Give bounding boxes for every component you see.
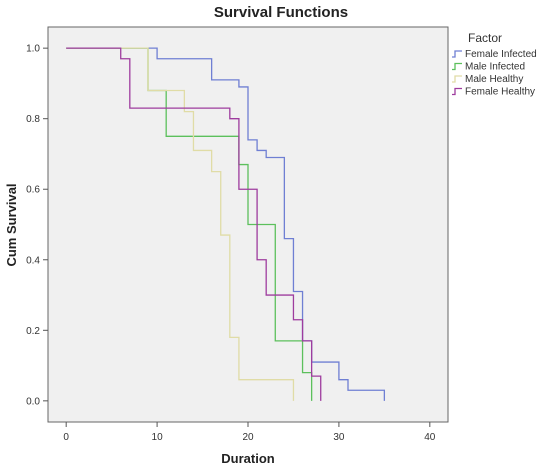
y-tick-label: 1.0 — [26, 44, 40, 55]
legend-item: Female Healthy — [452, 87, 535, 98]
y-tick-label: 0.4 — [26, 255, 40, 266]
legend-label: Male Infected — [465, 62, 525, 73]
legend-label: Female Infected — [465, 49, 537, 60]
legend-swatch — [452, 75, 462, 83]
x-tick-label: 0 — [63, 432, 69, 443]
legend-title: Factor — [468, 31, 502, 45]
x-tick-label: 10 — [152, 432, 164, 443]
legend-label: Male Healthy — [465, 74, 523, 85]
y-tick-label: 0.0 — [26, 396, 40, 407]
series-line-female-healthy — [66, 47, 322, 401]
series-line-female-infected — [66, 47, 386, 401]
legend-swatch — [452, 62, 462, 71]
chart-title: Survival Functions — [214, 4, 348, 21]
y-tick-label: 0.2 — [26, 326, 40, 337]
legend-swatch — [452, 87, 462, 96]
legend-item: Female Infected — [452, 49, 537, 60]
legend-swatch — [452, 50, 462, 58]
y-axis: 0.0 0.2 0.4 0.6 0.8 1.0 — [26, 44, 48, 407]
x-tick-label: 30 — [333, 432, 345, 443]
x-axis: 0 10 20 30 40 — [63, 422, 436, 443]
legend-label: Female Healthy — [465, 87, 535, 98]
y-tick-label: 0.6 — [26, 185, 40, 196]
x-axis-title: Duration — [221, 451, 275, 466]
legend: Factor Female Infected Male InfectedMale … — [452, 31, 537, 98]
legend-item: Male Healthy — [452, 74, 523, 85]
x-tick-label: 40 — [424, 432, 436, 443]
y-tick-label: 0.8 — [26, 114, 40, 125]
y-axis-title: Cum Survival — [4, 183, 19, 266]
series-line-male-healthy — [66, 47, 295, 401]
legend-item: Male Infected — [452, 62, 525, 73]
x-tick-label: 20 — [242, 432, 254, 443]
series-group — [66, 47, 386, 401]
